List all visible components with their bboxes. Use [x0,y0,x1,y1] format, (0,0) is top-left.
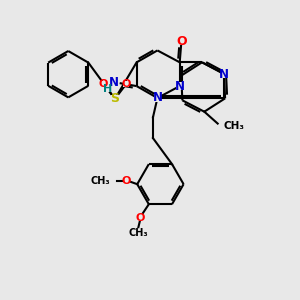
FancyBboxPatch shape [104,86,111,92]
Text: N: N [175,80,185,93]
Text: CH₃: CH₃ [129,228,148,238]
Text: S: S [110,92,119,105]
Text: O: O [121,176,130,186]
Text: O: O [99,79,108,89]
Text: O: O [176,35,187,48]
Text: N: N [109,76,119,89]
Text: N: N [152,92,162,104]
Text: O: O [135,213,145,223]
FancyBboxPatch shape [123,81,130,87]
Text: N: N [219,68,229,81]
FancyBboxPatch shape [220,70,228,78]
FancyBboxPatch shape [111,79,118,86]
FancyBboxPatch shape [176,82,183,90]
Text: H: H [103,84,112,94]
Text: O: O [122,79,131,89]
FancyBboxPatch shape [154,94,161,102]
FancyBboxPatch shape [178,38,185,45]
FancyBboxPatch shape [100,81,107,87]
FancyBboxPatch shape [111,95,118,103]
Text: CH₃: CH₃ [91,176,110,186]
FancyBboxPatch shape [123,178,129,184]
Text: CH₃: CH₃ [223,121,244,131]
FancyBboxPatch shape [136,214,143,221]
